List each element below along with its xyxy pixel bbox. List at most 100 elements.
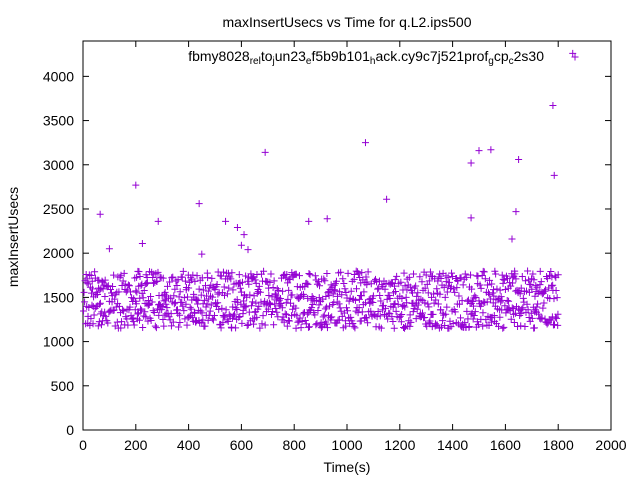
data-point: [244, 277, 252, 285]
data-point: [340, 279, 348, 287]
data-point: [539, 304, 547, 312]
data-point: [306, 271, 314, 279]
data-point: [341, 285, 349, 293]
data-point: [195, 285, 203, 293]
data-point: [462, 273, 470, 281]
data-point: [204, 287, 212, 295]
data-point: [232, 324, 240, 332]
data-point: [366, 299, 374, 307]
data-point: [113, 318, 121, 326]
data-point: [397, 278, 405, 286]
outlier-point: [487, 146, 495, 154]
data-point: [169, 318, 177, 326]
x-tick-label: 0: [79, 437, 87, 453]
data-point: [156, 273, 164, 281]
data-point: [154, 268, 162, 276]
legend-label-part: e: [306, 56, 312, 67]
data-point: [127, 288, 135, 296]
chart-title: maxInsertUsecs vs Time for q.L2.ips500: [223, 14, 472, 30]
data-point: [256, 288, 264, 296]
data-point: [516, 290, 524, 298]
data-point: [474, 321, 482, 329]
data-point: [188, 313, 196, 321]
data-point: [350, 275, 358, 283]
data-point: [288, 291, 296, 299]
data-point: [537, 278, 545, 286]
data-point: [436, 270, 444, 278]
data-point: [115, 288, 123, 296]
data-point: [524, 267, 532, 275]
data-point: [273, 285, 281, 293]
data-point: [243, 322, 251, 330]
data-point: [354, 309, 362, 317]
data-point: [207, 301, 215, 309]
data-point: [235, 271, 243, 279]
data-point: [430, 290, 438, 298]
data-point: [285, 286, 293, 294]
data-point: [132, 300, 140, 308]
data-point: [469, 315, 477, 323]
data-point: [450, 285, 458, 293]
data-point: [251, 276, 259, 284]
data-point: [414, 301, 422, 309]
data-point: [125, 282, 133, 290]
data-point: [407, 318, 415, 326]
data-point: [548, 282, 556, 290]
data-point: [294, 318, 302, 326]
data-point: [529, 270, 537, 278]
data-point: [209, 316, 217, 324]
data-point: [437, 274, 445, 282]
data-point: [115, 302, 123, 310]
data-point: [255, 282, 263, 290]
data-point: [131, 306, 139, 314]
data-point: [282, 299, 290, 307]
data-point: [234, 298, 242, 306]
data-point: [353, 285, 361, 293]
data-point: [534, 300, 542, 308]
data-point: [373, 278, 381, 286]
data-point: [198, 309, 206, 317]
data-point: [219, 319, 227, 327]
data-point: [221, 312, 229, 320]
data-point: [148, 298, 156, 306]
data-point: [104, 282, 112, 290]
data-point: [497, 298, 505, 306]
data-point: [279, 287, 287, 295]
data-point: [297, 324, 305, 332]
data-point: [323, 270, 331, 278]
data-point: [433, 285, 441, 293]
data-point: [244, 321, 252, 329]
data-point: [525, 313, 533, 321]
data-point: [292, 270, 300, 278]
data-point: [136, 272, 144, 280]
data-point: [149, 274, 157, 282]
data-point: [167, 310, 175, 318]
data-point: [464, 296, 472, 304]
data-point: [126, 303, 134, 311]
data-point: [425, 277, 433, 285]
x-tick-label: 1600: [490, 437, 521, 453]
data-point: [375, 284, 383, 292]
data-point: [413, 305, 421, 313]
data-point: [355, 270, 363, 278]
data-point: [377, 297, 385, 305]
data-point: [184, 293, 192, 301]
data-point: [253, 313, 261, 321]
data-point: [321, 305, 329, 313]
data-point: [331, 287, 339, 295]
data-point: [499, 324, 507, 332]
data-point: [130, 321, 138, 329]
data-point: [459, 281, 467, 289]
data-point: [313, 320, 321, 328]
data-point: [381, 285, 389, 293]
data-point: [348, 277, 356, 285]
data-point: [266, 278, 274, 286]
data-point: [533, 303, 541, 311]
data-point: [496, 313, 504, 321]
y-tick-label: 4000: [43, 68, 74, 84]
data-point: [414, 289, 422, 297]
data-point: [174, 309, 182, 317]
legend-marker: [571, 53, 579, 61]
data-point: [301, 317, 309, 325]
data-point: [392, 307, 400, 315]
